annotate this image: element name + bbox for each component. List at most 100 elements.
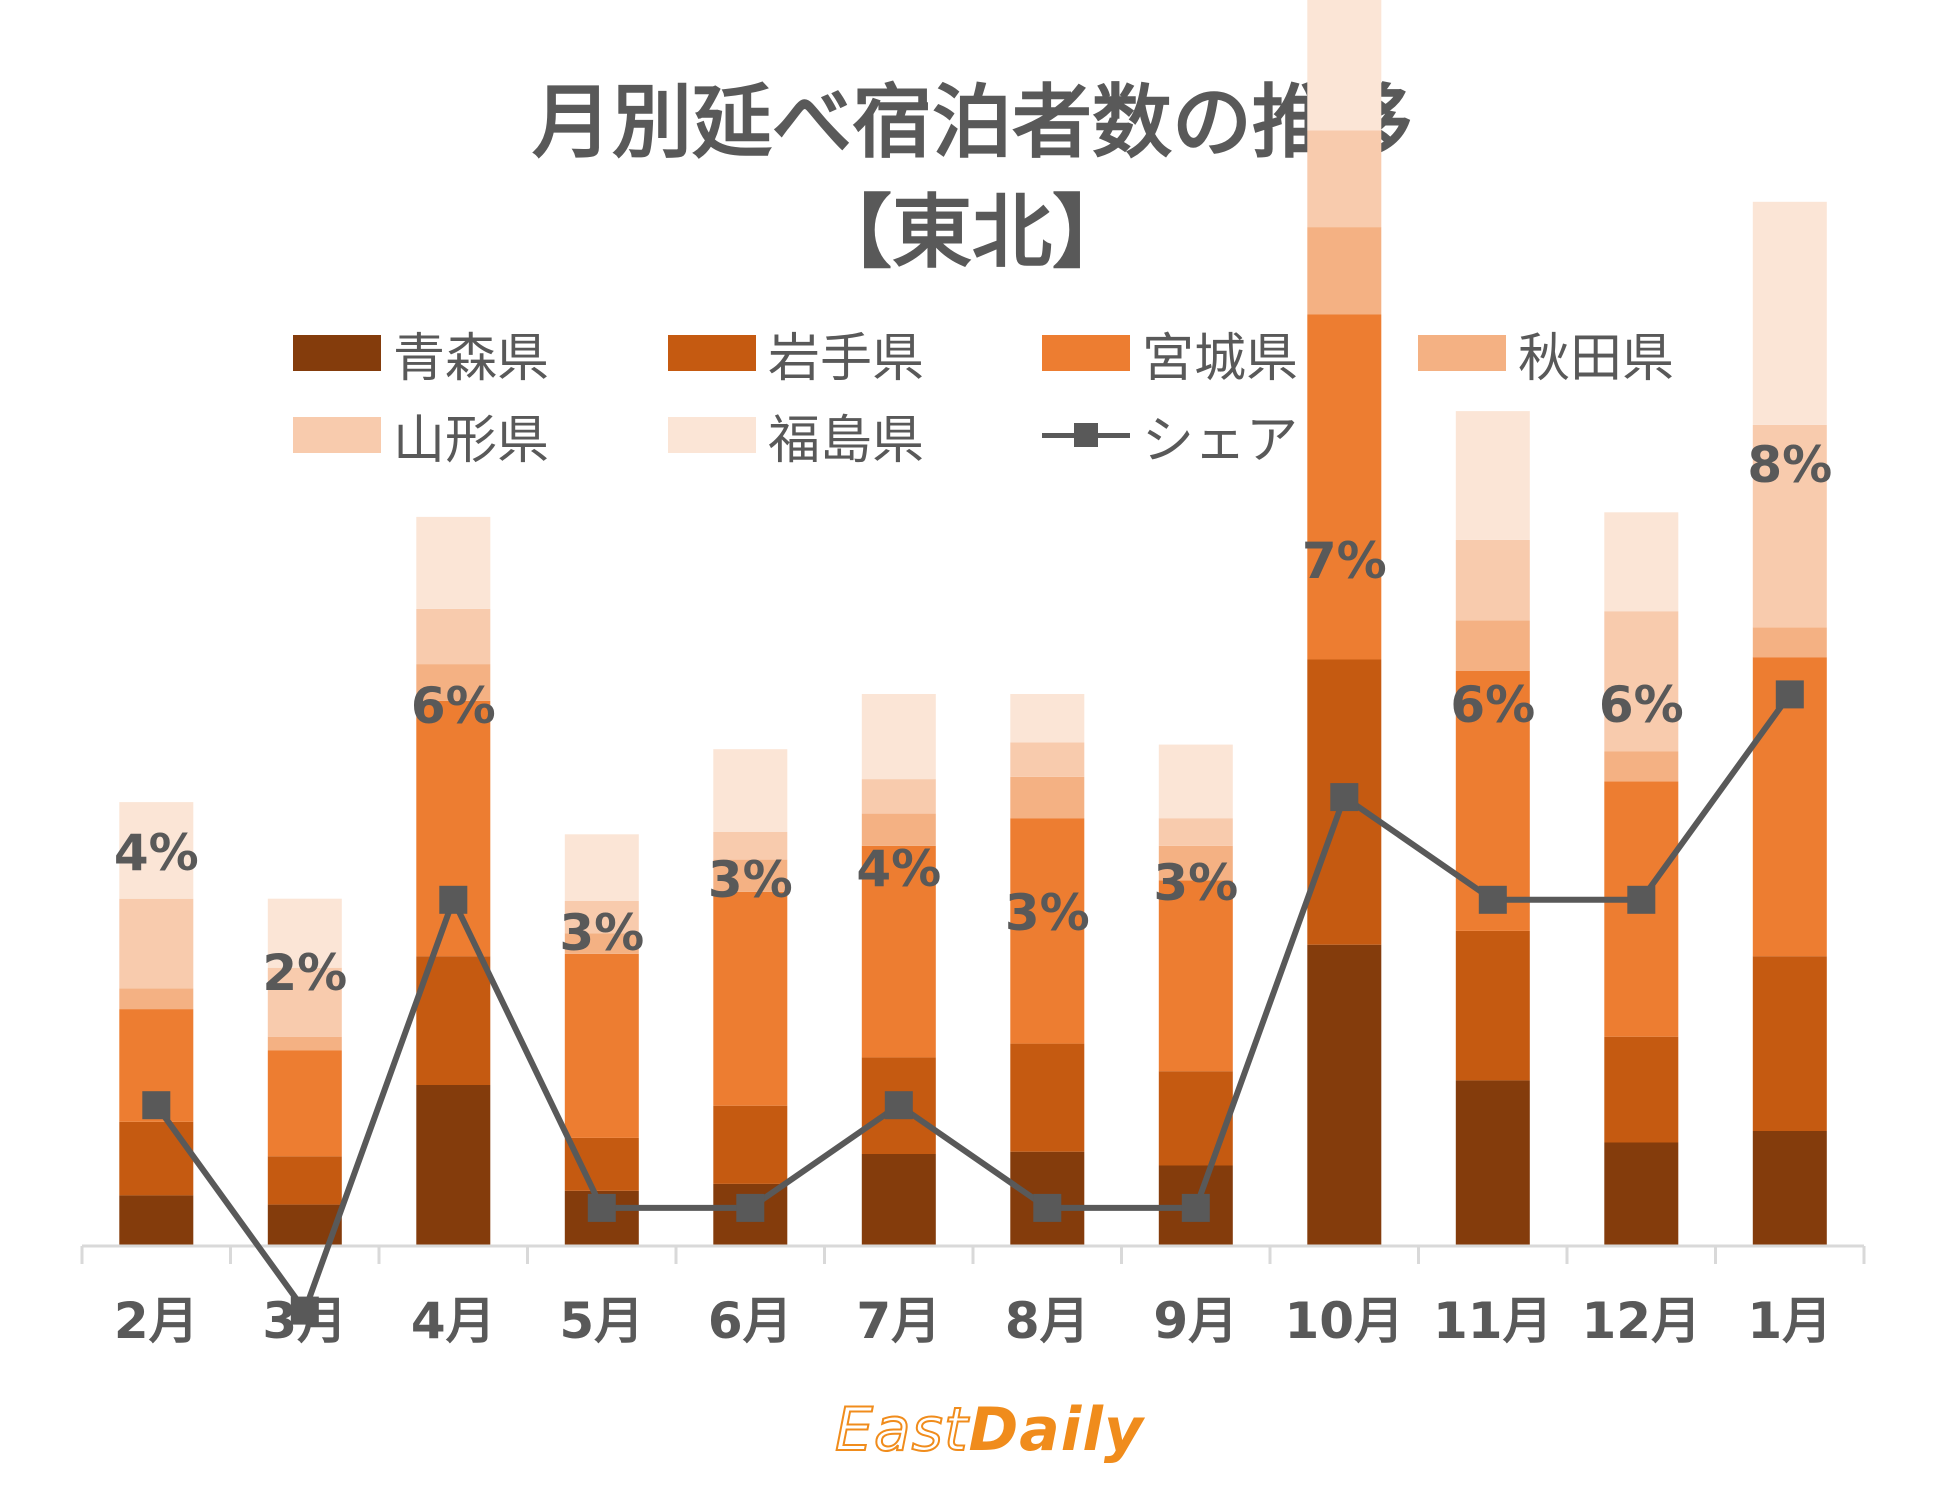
- bar-segment-6: [1307, 0, 1382, 131]
- bar-segment-1: [1455, 1080, 1530, 1246]
- legend-label: 山形県: [393, 410, 550, 471]
- bar-segment-1: [1752, 1131, 1827, 1246]
- legend-item-6: 福島県: [668, 400, 925, 471]
- share-data-label: 3%: [1153, 854, 1238, 912]
- legend-swatch: [1042, 335, 1130, 371]
- bar-segment-6: [1455, 411, 1530, 540]
- share-marker: [1627, 885, 1656, 914]
- bar-segment-2: [416, 956, 491, 1085]
- share-data-label: 3%: [1005, 884, 1090, 942]
- bar-segment-4: [119, 988, 194, 1010]
- share-marker: [736, 1193, 765, 1222]
- x-tick-label: 8月: [1005, 1292, 1090, 1350]
- bar-segment-6: [1604, 512, 1679, 612]
- bar-segment-4: [564, 933, 639, 954]
- legend-label: 福島県: [768, 410, 925, 471]
- share-marker: [1775, 680, 1804, 709]
- bar-segment-6: [416, 516, 491, 609]
- bar-segment-6: [1158, 744, 1233, 819]
- share-data-label: 4%: [856, 840, 941, 898]
- bar-segment-6: [564, 834, 639, 901]
- share-marker: [884, 1091, 913, 1120]
- bar-segment-2: [1158, 1071, 1233, 1166]
- bar-segment-2: [1752, 956, 1827, 1131]
- bar-segment-2: [119, 1121, 194, 1196]
- bar-segment-3: [564, 953, 639, 1138]
- bar-segment-2: [1604, 1036, 1679, 1143]
- legend-label: 宮城県: [1142, 328, 1299, 389]
- bar-segment-5: [1752, 424, 1827, 628]
- legend-item-5: 山形県: [293, 400, 550, 471]
- bar-segment-5: [1158, 818, 1233, 846]
- share-data-label: 3%: [559, 904, 644, 962]
- bar-segment-4: [416, 664, 491, 701]
- legend-swatch: [293, 417, 381, 453]
- plot-area: 2月3月4月5月6月7月8月9月10月11月12月1月4%2%6%3%3%4%3…: [80, 0, 1866, 1350]
- bar-segment-6: [267, 898, 342, 968]
- bar-segment-2: [713, 1105, 788, 1184]
- legend-swatch: [1418, 335, 1506, 371]
- share-data-label: 2%: [262, 944, 347, 1002]
- legend-swatch: [668, 417, 756, 453]
- bar-segment-5: [1455, 539, 1530, 621]
- bar-segment-4: [1307, 227, 1382, 315]
- bar-segment-3: [1158, 880, 1233, 1072]
- bar-segment-1: [1307, 944, 1382, 1246]
- x-tick-label: 2月: [114, 1292, 199, 1350]
- bar-segment-4: [713, 859, 788, 892]
- bar-segment-1: [119, 1195, 194, 1246]
- share-marker: [1033, 1193, 1062, 1222]
- x-tick-label: 11月: [1433, 1292, 1553, 1350]
- legend-item-1: 青森県: [293, 318, 550, 389]
- bar-segment-5: [861, 779, 936, 814]
- legend-item-3: 宮城県: [1042, 318, 1299, 389]
- legend-label: 青森県: [393, 328, 550, 389]
- bar-segment-4: [1455, 620, 1530, 671]
- legend-label: 岩手県: [768, 328, 925, 389]
- legend-line-marker: [1042, 417, 1130, 453]
- share-marker: [439, 885, 468, 914]
- bar-segment-4: [1604, 751, 1679, 782]
- share-data-label: 4%: [114, 824, 199, 882]
- bar-segment-5: [119, 898, 194, 989]
- bar-segment-6: [1752, 201, 1827, 425]
- x-tick-label: 1月: [1747, 1292, 1832, 1350]
- bar-segment-6: [861, 694, 936, 780]
- bar-segment-3: [713, 891, 788, 1106]
- legend-item-2: 岩手県: [668, 318, 925, 389]
- legend-swatch: [293, 335, 381, 371]
- bar-segment-5: [1307, 130, 1382, 228]
- chart-title: 月別延べ宿泊者数の推移: [532, 76, 1412, 169]
- share-marker: [1478, 885, 1507, 914]
- bar-segment-4: [1010, 776, 1085, 819]
- bar-segment-6: [1010, 694, 1085, 743]
- bar-segment-5: [416, 608, 491, 665]
- bar-segment-6: [119, 802, 194, 899]
- x-tick-label: 10月: [1285, 1292, 1405, 1350]
- share-marker: [587, 1193, 616, 1222]
- bar-segment-5: [713, 832, 788, 860]
- legend-swatch: [668, 335, 756, 371]
- bar-segment-3: [267, 1050, 342, 1157]
- bar-segment-4: [267, 1036, 342, 1051]
- bar-segment-3: [416, 700, 491, 957]
- bar-segment-4: [1158, 845, 1233, 881]
- bar-segment-3: [1010, 818, 1085, 1044]
- bar-segment-5: [267, 967, 342, 1037]
- bar-segment-1: [861, 1154, 936, 1246]
- bar-segment-1: [416, 1085, 491, 1246]
- bar-segment-5: [1604, 611, 1679, 752]
- x-tick-label: 4月: [411, 1292, 496, 1350]
- x-tick-label: 5月: [559, 1292, 644, 1350]
- share-data-label: 6%: [411, 677, 496, 735]
- east-daily-logo: EastDaily: [834, 1394, 1145, 1466]
- share-data-label: 3%: [708, 851, 793, 909]
- x-tick-label: 6月: [708, 1292, 793, 1350]
- x-tick-label: 9月: [1153, 1292, 1238, 1350]
- bar-segment-2: [1455, 930, 1530, 1081]
- share-data-label: 7%: [1302, 532, 1387, 590]
- legend-label: シェア: [1142, 410, 1299, 471]
- bar-segment-2: [1010, 1043, 1085, 1152]
- legend-item-share: シェア: [1042, 400, 1299, 471]
